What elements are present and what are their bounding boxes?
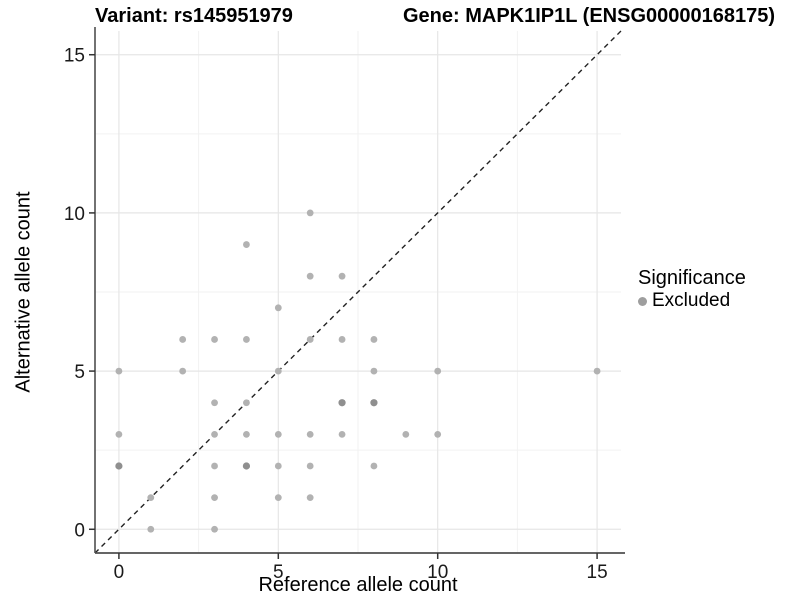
data-point (306, 430, 314, 438)
data-point (115, 430, 123, 438)
data-point (243, 336, 250, 343)
data-point (274, 367, 282, 375)
data-point (211, 462, 218, 470)
data-point-overplotted (242, 462, 251, 470)
data-point (274, 462, 282, 470)
excluded-point-icon (638, 296, 647, 306)
data-point (434, 430, 442, 438)
data-point (211, 399, 218, 407)
data-point (306, 272, 314, 280)
data-point (306, 494, 314, 502)
x-tick-label: 10 (427, 562, 448, 583)
data-point (370, 336, 378, 343)
data-point (274, 430, 282, 438)
data-point (147, 494, 155, 502)
legend-item-label: Excluded (652, 290, 731, 311)
data-point (402, 430, 410, 438)
data-point (243, 399, 250, 407)
data-point (115, 367, 123, 375)
x-tick-label: 5 (273, 562, 284, 583)
data-point (179, 336, 187, 343)
data-point-overplotted (370, 399, 378, 407)
data-point (370, 462, 378, 470)
data-point (306, 462, 314, 470)
data-point (370, 367, 378, 375)
data-point (274, 304, 282, 312)
data-point (211, 494, 218, 502)
data-point (147, 525, 155, 533)
legend-item-excluded: Excluded (638, 290, 746, 312)
x-tick-label: 15 (587, 562, 608, 583)
data-point-overplotted (115, 462, 123, 470)
data-point (243, 430, 250, 438)
y-tick-label: 5 (74, 362, 85, 383)
data-point (434, 367, 442, 375)
data-point (306, 209, 314, 217)
data-point (338, 336, 346, 343)
variant-title: Variant: rs145951979 (95, 5, 293, 27)
data-point (243, 241, 250, 248)
data-point (338, 272, 346, 280)
y-tick-label: 0 (74, 520, 85, 541)
data-point (593, 367, 601, 375)
y-tick-label: 10 (64, 204, 85, 225)
y-tick-label: 15 (64, 46, 85, 67)
data-point-overplotted (338, 399, 346, 407)
data-point (179, 367, 187, 375)
identity-line (94, 30, 622, 554)
data-point (338, 430, 346, 438)
y-axis-title: Alternative allele count (12, 191, 35, 393)
gene-title: Gene: MAPK1IP1L (ENSG00000168175) (403, 5, 776, 27)
data-point (274, 494, 282, 502)
x-axis-title: Reference allele count (258, 574, 458, 596)
legend-title: Significance (638, 267, 746, 289)
x-tick-label: 0 (114, 562, 125, 583)
data-point (211, 525, 218, 533)
data-point (211, 336, 218, 343)
data-point (211, 430, 218, 438)
legend: Significance Excluded (638, 266, 746, 312)
data-point (306, 336, 314, 343)
